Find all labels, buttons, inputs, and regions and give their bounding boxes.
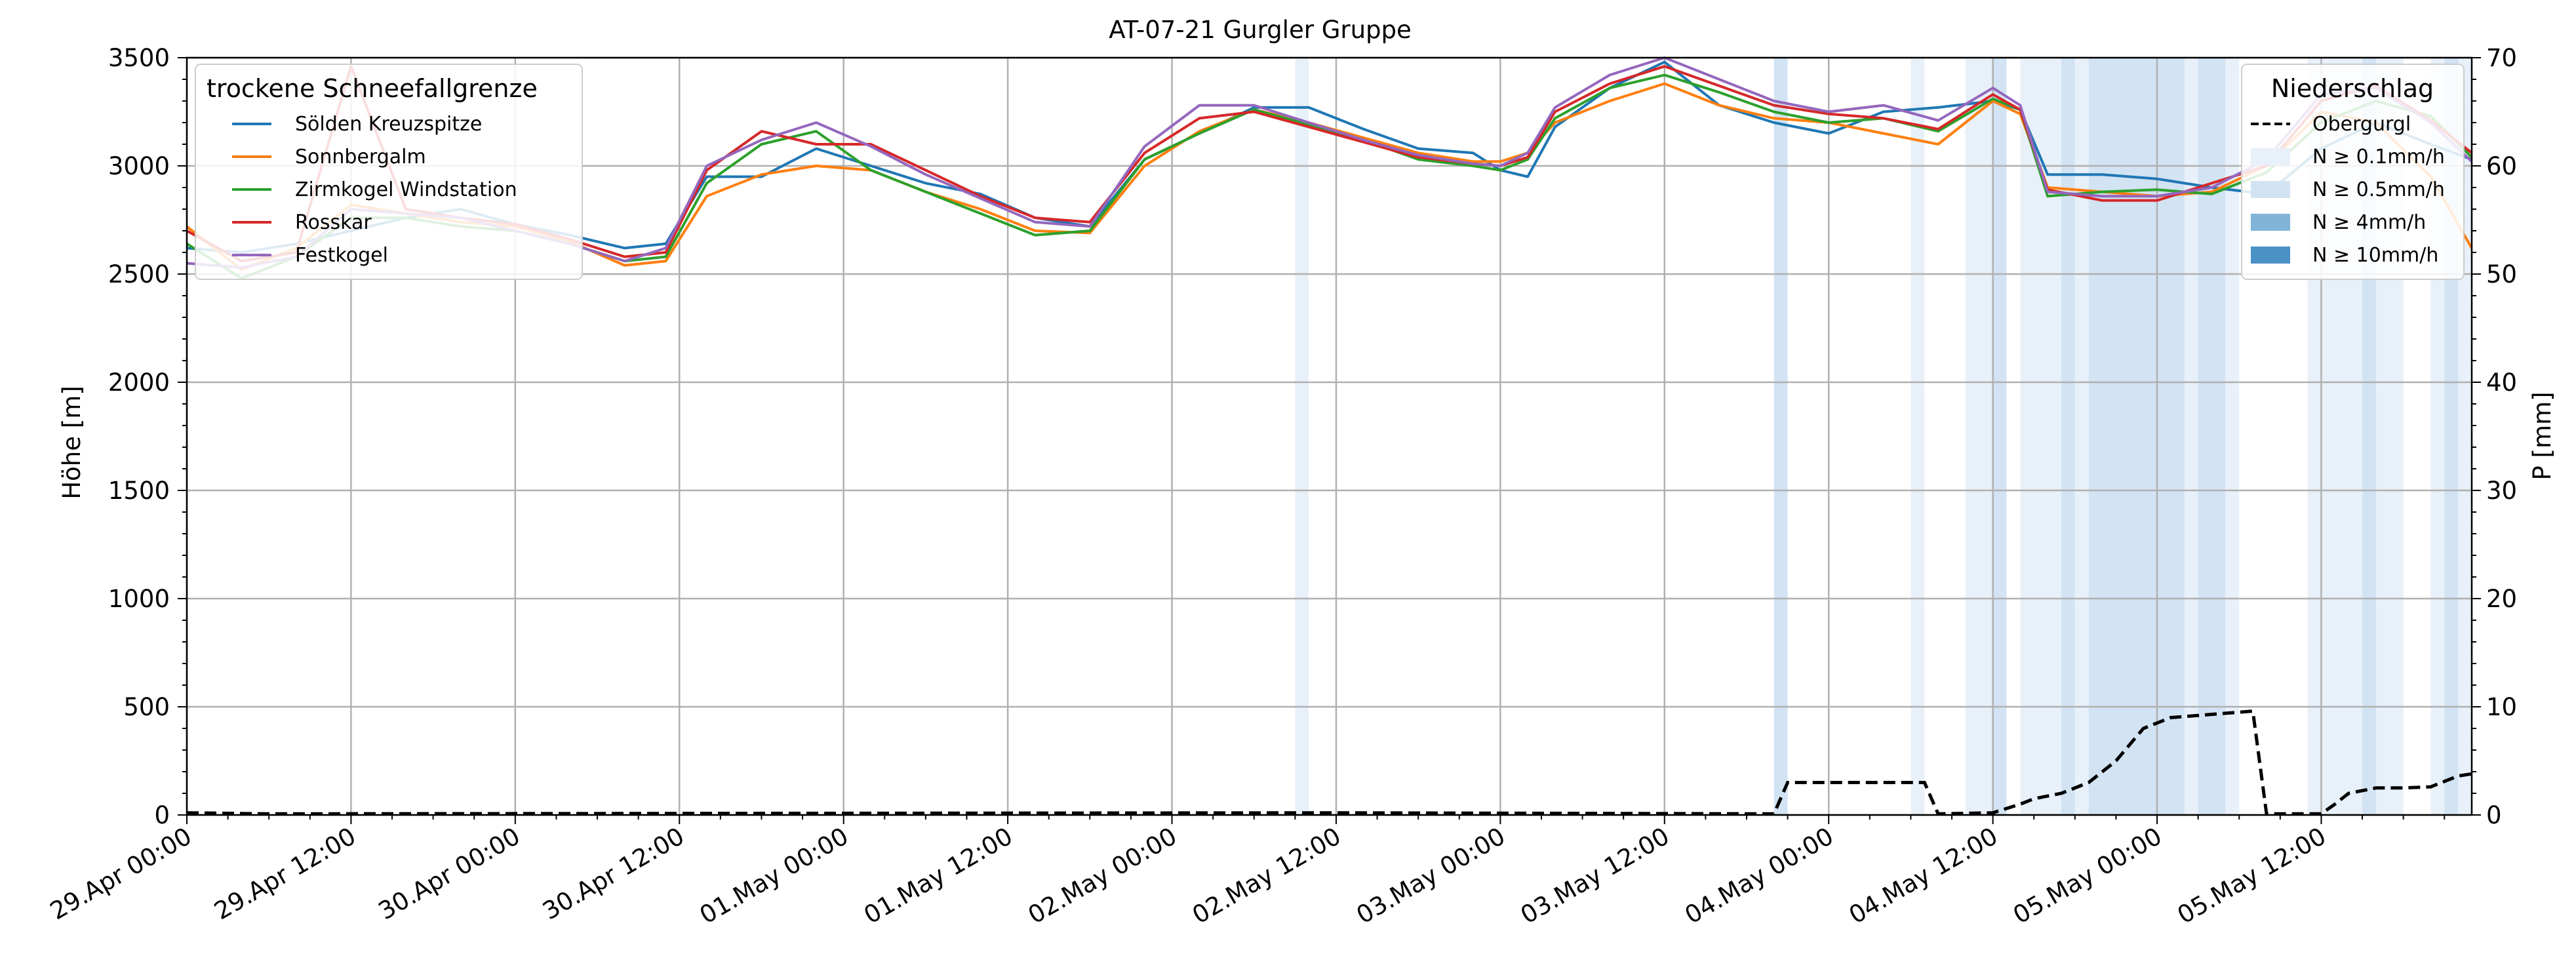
x-tick-label: 02.May 12:00: [1187, 822, 1345, 930]
x-tick-label: 04.May 00:00: [1680, 822, 1838, 930]
y2-axis-label: P [mm]: [2528, 391, 2556, 480]
y-tick-label: 3500: [108, 44, 170, 72]
precip-band: [1992, 58, 2007, 815]
legend-band-label: N ≥ 0.5mm/h: [2312, 178, 2445, 201]
y-tick-label: 3000: [108, 152, 170, 180]
y2-tick-label: 40: [2486, 368, 2517, 397]
legend-band-swatch: [2251, 181, 2290, 198]
y-axis-left: 0 500 1000 1500 2000 2500 3000 3500: [108, 44, 187, 829]
legend-band-label: N ≥ 10mm/h: [2312, 244, 2438, 267]
x-tick-label: 01.May 00:00: [695, 822, 853, 930]
y2-tick-label: 70: [2486, 44, 2517, 72]
plot-frame: [186, 56, 2473, 816]
y2-tick-label: 60: [2486, 152, 2517, 180]
y2-tick-label: 50: [2486, 260, 2517, 288]
y-tick-label: 2500: [108, 260, 170, 288]
legend-entry-label: Zirmkogel Windstation: [295, 178, 517, 201]
series-line-festkogel: [186, 56, 2473, 269]
precip-band: [1295, 58, 1309, 815]
legend-snowline-title: trockene Schneefallgrenze: [207, 74, 538, 103]
legend-snowline: trockene Schneefallgrenze Sölden Kreuzsp…: [195, 64, 583, 280]
y-tick-label: 1000: [108, 585, 170, 613]
legend-precip: Niederschlag Obergurgl N ≥ 0.1mm/h N ≥ 0.…: [2241, 64, 2465, 280]
precip-line-layer: [186, 709, 2472, 816]
precip-line-obergurgl: [186, 709, 2472, 816]
legend-band-swatch: [2251, 148, 2290, 165]
precip-band: [2074, 58, 2089, 815]
legend-band-swatch: [2251, 247, 2290, 264]
precip-band: [1965, 58, 1993, 815]
precip-band: [2061, 58, 2075, 815]
x-tick-label: 04.May 12:00: [1844, 822, 2002, 930]
y-tick-label: 2000: [108, 368, 170, 397]
x-tick-label: 01.May 12:00: [859, 822, 1017, 930]
legend-entry-label: Sölden Kreuzspitze: [295, 113, 482, 136]
chart-title: AT-07-21 Gurgler Gruppe: [1109, 16, 1412, 44]
x-tick-label: 03.May 00:00: [1352, 822, 1510, 930]
x-tick-label: 05.May 12:00: [2173, 822, 2331, 930]
x-tick-label: 30.Apr 12:00: [538, 822, 688, 926]
y-axis-label: Höhe [m]: [58, 386, 86, 499]
y-tick-label: 500: [123, 693, 170, 721]
y2-tick-label: 20: [2486, 585, 2517, 613]
y2-tick-label: 30: [2486, 477, 2517, 505]
precip-band: [2184, 58, 2198, 815]
y2-tick-label: 10: [2486, 693, 2517, 721]
legend-band-swatch: [2251, 214, 2290, 231]
y2-tick-label: 0: [2486, 801, 2502, 829]
legend-precip-line-label: Obergurgl: [2312, 113, 2411, 136]
x-tick-label: 29.Apr 12:00: [209, 822, 360, 926]
legend-entry-label: Festkogel: [295, 244, 388, 267]
precip-band: [1911, 58, 1925, 815]
precip-band: [2020, 58, 2061, 815]
x-tick-label: 30.Apr 00:00: [374, 822, 525, 926]
y-tick-label: 1500: [108, 477, 170, 505]
precip-band: [2225, 58, 2240, 815]
y-axis-right: 0 10 20 30 40 50 60 70: [2472, 44, 2517, 829]
x-tick-label: 02.May 00:00: [1023, 822, 1181, 930]
legend-entry-label: Rosskar: [295, 211, 372, 234]
x-tick-label: 29.Apr 00:00: [45, 822, 196, 926]
y-tick-label: 0: [154, 801, 170, 829]
x-tick-label: 05.May 00:00: [2008, 822, 2166, 930]
x-axis: 29.Apr 00:00 29.Apr 12:00 30.Apr 00:00 30.A…: [45, 815, 2446, 930]
legend-band-label: N ≥ 4mm/h: [2312, 211, 2426, 234]
series-lines: [186, 56, 2473, 280]
legend-precip-title: Niederschlag: [2271, 74, 2434, 103]
legend-entry-label: Sonnbergalm: [295, 146, 426, 168]
precip-band: [1773, 58, 1788, 815]
x-tick-label: 03.May 12:00: [1516, 822, 1674, 930]
legend-band-label: N ≥ 0.1mm/h: [2312, 146, 2445, 168]
series-line-s-lden-kreuzspitze: [186, 60, 2472, 254]
